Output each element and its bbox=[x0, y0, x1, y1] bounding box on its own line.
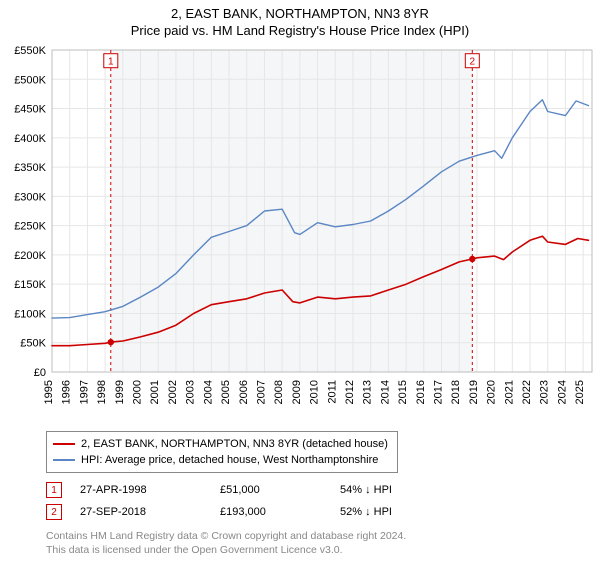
legend-label: HPI: Average price, detached house, West… bbox=[81, 454, 378, 466]
event-price: £193,000 bbox=[220, 506, 340, 518]
svg-text:2004: 2004 bbox=[202, 380, 214, 404]
svg-text:2021: 2021 bbox=[503, 380, 515, 404]
svg-text:2002: 2002 bbox=[167, 380, 179, 404]
svg-text:2023: 2023 bbox=[539, 380, 551, 404]
event-marker: 1 bbox=[46, 482, 62, 498]
svg-text:£200K: £200K bbox=[14, 250, 46, 262]
svg-text:2001: 2001 bbox=[149, 380, 161, 404]
legend: 2, EAST BANK, NORTHAMPTON, NN3 8YR (deta… bbox=[46, 431, 398, 473]
footer-line-1: Contains HM Land Registry data © Crown c… bbox=[46, 529, 588, 543]
svg-text:2005: 2005 bbox=[220, 380, 232, 404]
chart-container: { "title": { "line1": "2, EAST BANK, NOR… bbox=[0, 0, 600, 557]
svg-text:2012: 2012 bbox=[344, 380, 356, 404]
svg-text:1: 1 bbox=[108, 57, 114, 68]
attribution-footer: Contains HM Land Registry data © Crown c… bbox=[46, 529, 588, 557]
svg-text:2008: 2008 bbox=[273, 380, 285, 404]
svg-text:2024: 2024 bbox=[556, 380, 568, 404]
svg-text:1998: 1998 bbox=[96, 380, 108, 404]
svg-text:£50K: £50K bbox=[20, 338, 46, 350]
svg-text:2007: 2007 bbox=[255, 380, 267, 404]
svg-text:2009: 2009 bbox=[291, 380, 303, 404]
legend-item: 2, EAST BANK, NORTHAMPTON, NN3 8YR (deta… bbox=[53, 436, 391, 452]
title-line-2: Price paid vs. HM Land Registry's House … bbox=[0, 23, 600, 38]
event-row: 1 27-APR-1998£51,00054% ↓ HPI bbox=[46, 479, 588, 501]
svg-text:2010: 2010 bbox=[309, 380, 321, 404]
svg-text:£350K: £350K bbox=[14, 162, 46, 174]
svg-text:2018: 2018 bbox=[450, 380, 462, 404]
legend-swatch bbox=[53, 459, 75, 461]
event-price: £51,000 bbox=[220, 484, 340, 496]
event-marker: 2 bbox=[46, 504, 62, 520]
svg-text:1996: 1996 bbox=[61, 380, 73, 404]
svg-text:2020: 2020 bbox=[486, 380, 498, 404]
svg-text:£100K: £100K bbox=[14, 308, 46, 320]
svg-text:1995: 1995 bbox=[43, 380, 55, 404]
svg-text:2014: 2014 bbox=[379, 380, 391, 404]
event-row: 2 27-SEP-2018£193,00052% ↓ HPI bbox=[46, 501, 588, 523]
svg-text:1997: 1997 bbox=[78, 380, 90, 404]
svg-text:£300K: £300K bbox=[14, 191, 46, 203]
svg-text:£400K: £400K bbox=[14, 133, 46, 145]
svg-text:£550K: £550K bbox=[14, 45, 46, 57]
legend-swatch bbox=[53, 443, 75, 445]
svg-text:2025: 2025 bbox=[574, 380, 586, 404]
event-date: 27-SEP-2018 bbox=[80, 506, 220, 518]
footer-line-2: This data is licensed under the Open Gov… bbox=[46, 543, 588, 557]
title-line-1: 2, EAST BANK, NORTHAMPTON, NN3 8YR bbox=[0, 6, 600, 21]
svg-text:2011: 2011 bbox=[326, 380, 338, 404]
chart-title: 2, EAST BANK, NORTHAMPTON, NN3 8YR Price… bbox=[0, 0, 600, 42]
svg-text:£250K: £250K bbox=[14, 221, 46, 233]
legend-item: HPI: Average price, detached house, West… bbox=[53, 452, 391, 468]
svg-text:£450K: £450K bbox=[14, 104, 46, 116]
chart-svg: £0 £50K £100K £150K £200K £250K £300K £350K £400… bbox=[0, 42, 600, 427]
event-date: 27-APR-1998 bbox=[80, 484, 220, 496]
svg-text:£0: £0 bbox=[34, 367, 46, 379]
svg-text:2000: 2000 bbox=[132, 380, 144, 404]
chart-plot: £0 £50K £100K £150K £200K £250K £300K £350K £400… bbox=[0, 42, 600, 427]
svg-text:2017: 2017 bbox=[433, 380, 445, 404]
svg-text:2003: 2003 bbox=[185, 380, 197, 404]
svg-text:2015: 2015 bbox=[397, 380, 409, 404]
svg-text:2: 2 bbox=[470, 57, 476, 68]
svg-text:2016: 2016 bbox=[415, 380, 427, 404]
svg-text:2019: 2019 bbox=[468, 380, 480, 404]
svg-text:2013: 2013 bbox=[362, 380, 374, 404]
legend-label: 2, EAST BANK, NORTHAMPTON, NN3 8YR (deta… bbox=[81, 438, 388, 450]
svg-text:2022: 2022 bbox=[521, 380, 533, 404]
event-hpi: 52% ↓ HPI bbox=[340, 506, 392, 518]
event-hpi: 54% ↓ HPI bbox=[340, 484, 392, 496]
svg-text:1999: 1999 bbox=[114, 380, 126, 404]
svg-text:£500K: £500K bbox=[14, 74, 46, 86]
sale-events: 1 27-APR-1998£51,00054% ↓ HPI 2 27-SEP-2018… bbox=[46, 479, 588, 523]
svg-text:2006: 2006 bbox=[238, 380, 250, 404]
svg-text:£150K: £150K bbox=[14, 279, 46, 291]
